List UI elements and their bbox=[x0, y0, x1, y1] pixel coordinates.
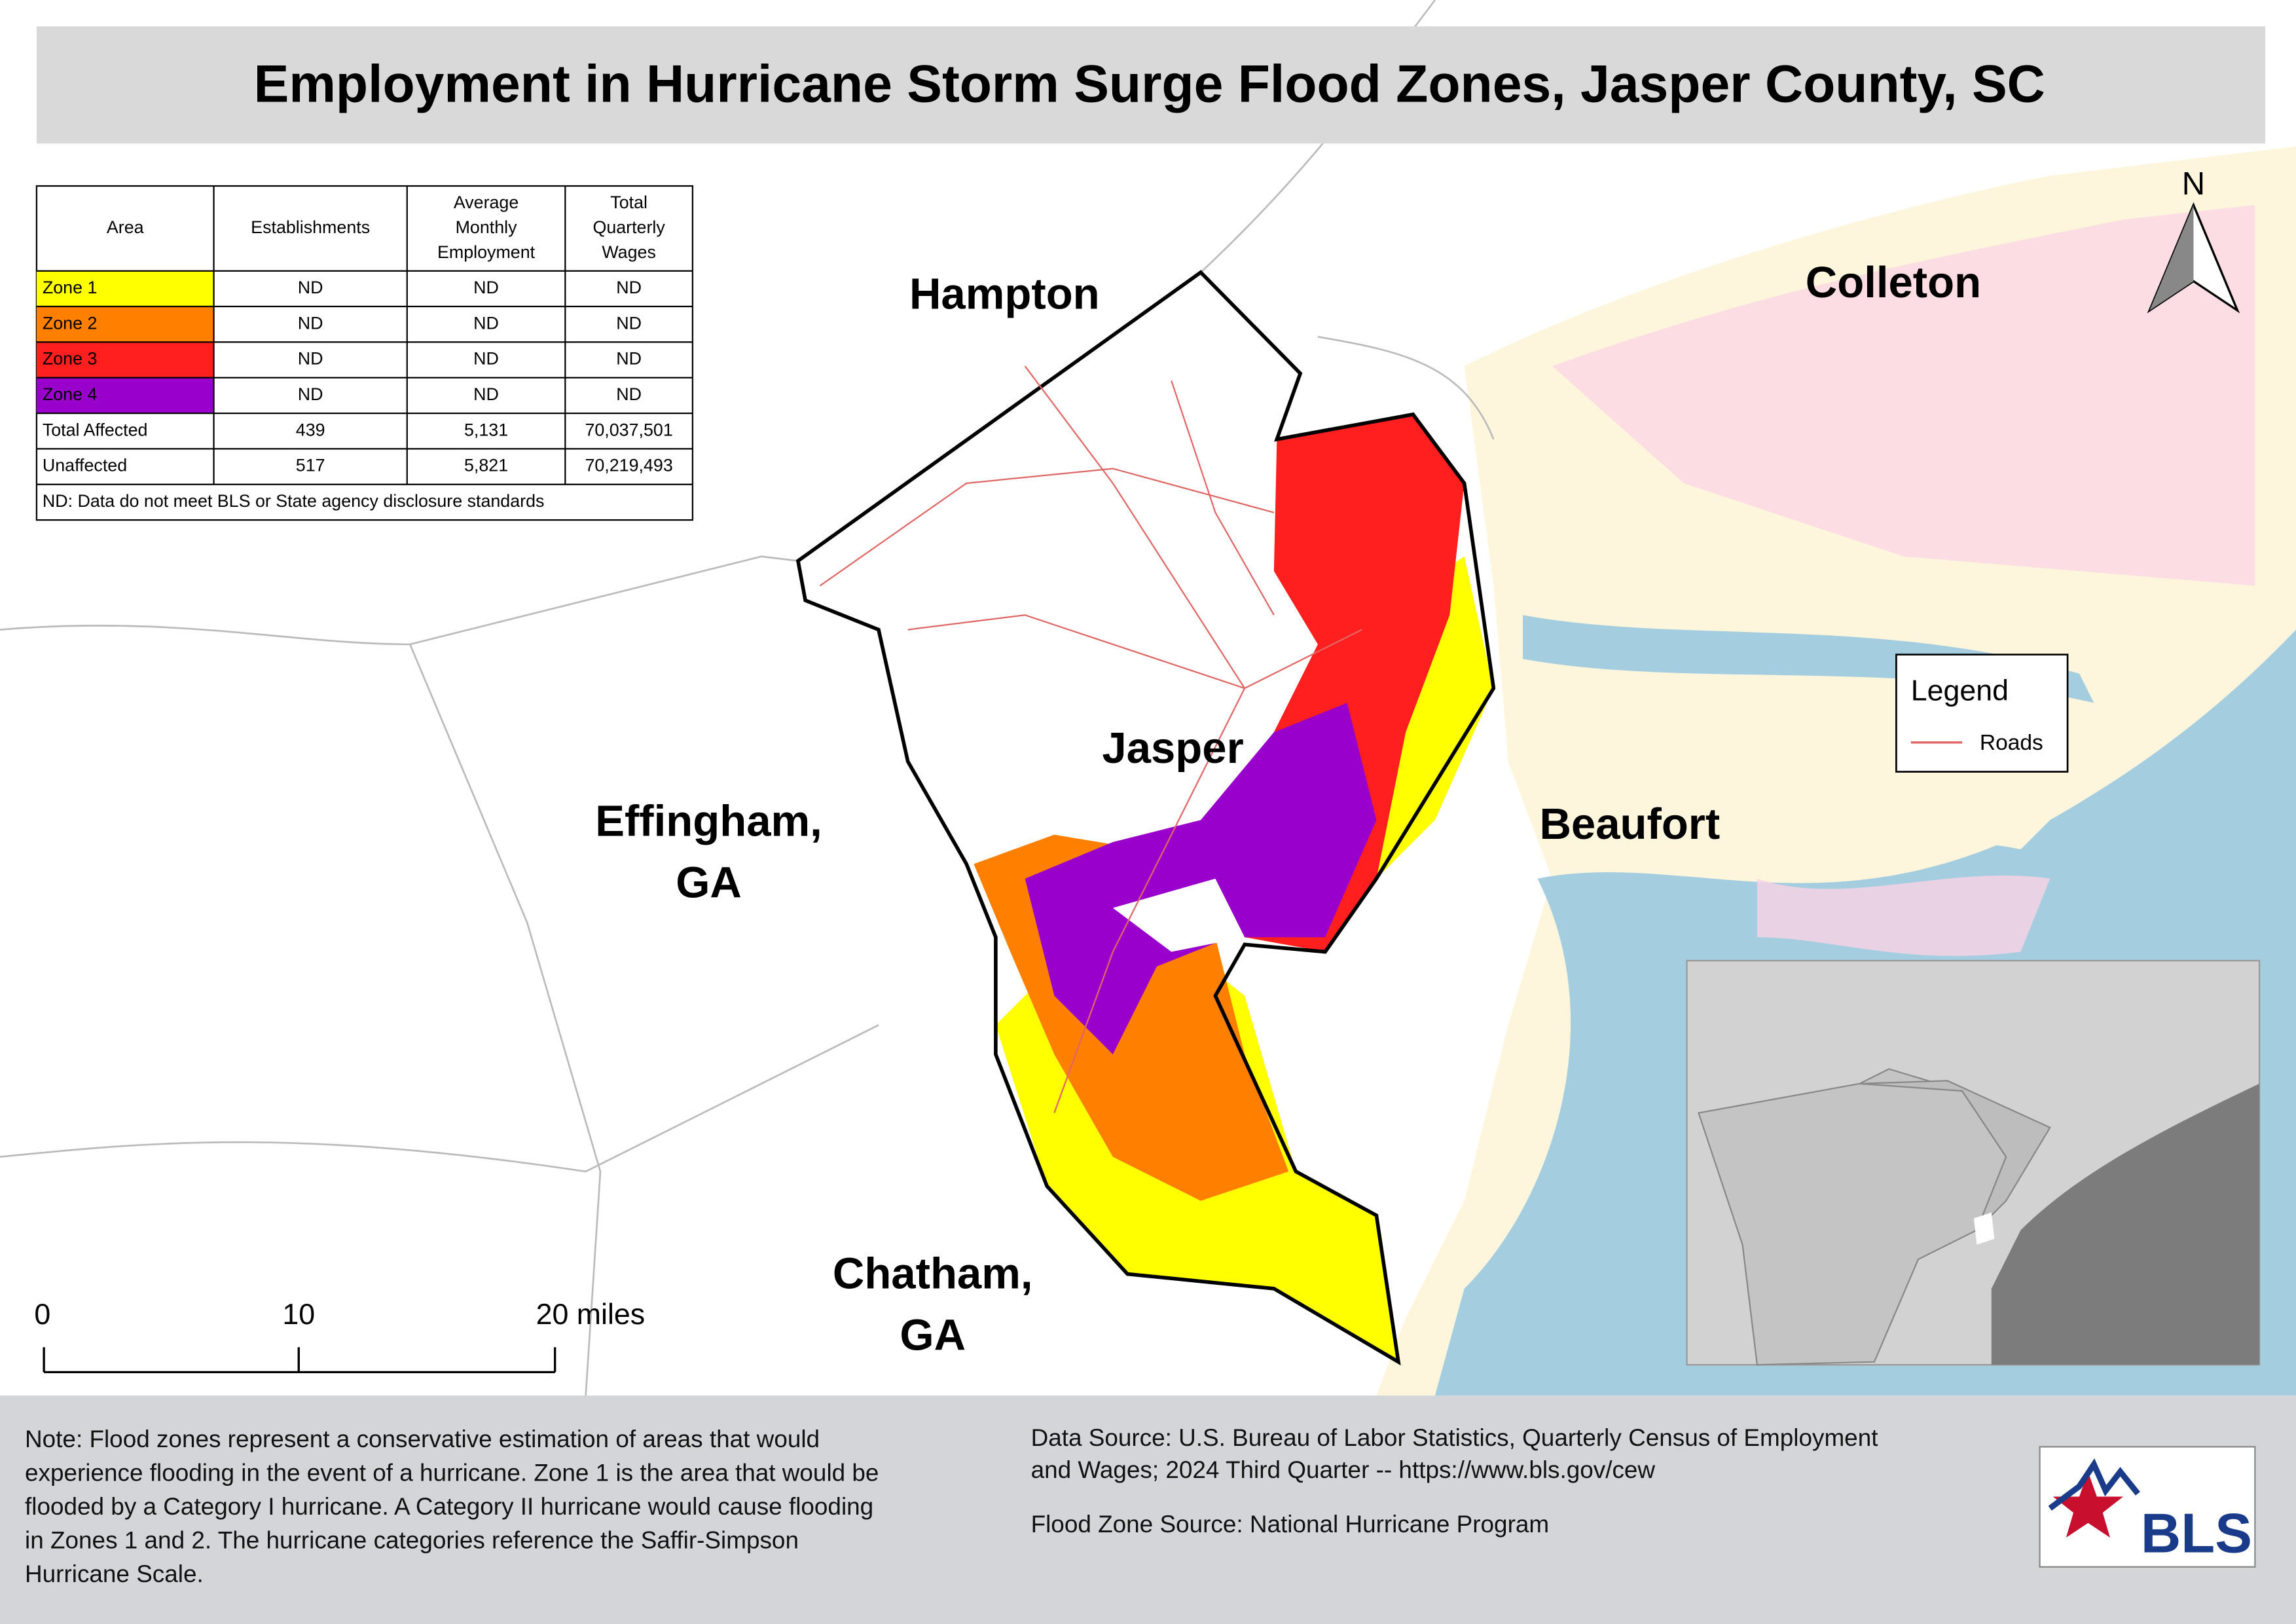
place-label: Beaufort bbox=[1539, 800, 1720, 849]
table-cell: 5,821 bbox=[464, 456, 508, 475]
county-line bbox=[409, 555, 799, 646]
table-header: Employment bbox=[437, 242, 536, 262]
note-line: Hurricane Scale. bbox=[25, 1560, 204, 1587]
zone-swatch bbox=[36, 377, 214, 414]
summary-table: Area Establishments Average Monthly Employme… bbox=[35, 185, 694, 521]
table-cell: ND bbox=[298, 349, 323, 369]
table-cell: ND bbox=[298, 278, 323, 297]
table-cell: ND bbox=[616, 384, 642, 404]
note: Note: Flood zones represent a conservati… bbox=[25, 1426, 879, 1587]
table-cell: ND bbox=[473, 278, 499, 297]
north-label: N bbox=[2182, 166, 2206, 202]
place-label: Jasper bbox=[1102, 724, 1243, 773]
note-line: in Zones 1 and 2. The hurricane categori… bbox=[25, 1527, 799, 1554]
road bbox=[1171, 380, 1275, 616]
county-outline bbox=[795, 270, 1496, 1366]
table-cell: ND bbox=[616, 313, 642, 333]
north-arrow: N bbox=[2147, 166, 2240, 314]
table-cell: 70,037,501 bbox=[585, 420, 672, 439]
marsh bbox=[1552, 205, 2255, 586]
table-footnote: ND: Data do not meet BLS or State agency… bbox=[43, 491, 545, 511]
logo-text: BLS bbox=[2141, 1503, 2252, 1565]
zone-swatch bbox=[36, 270, 214, 307]
table-cell: 439 bbox=[296, 420, 325, 439]
bls-logo: BLS bbox=[2039, 1446, 2256, 1568]
county-line bbox=[0, 1024, 879, 1173]
title-bar bbox=[36, 26, 2266, 144]
table-cell: 70,219,493 bbox=[585, 456, 672, 475]
note-line: flooded by a Category I hurricane. A Cat… bbox=[25, 1493, 873, 1520]
source-line: and Wages; 2024 Third Quarter -- https:/… bbox=[1031, 1456, 1656, 1483]
table-cell: ND bbox=[473, 349, 499, 369]
table-cell: ND bbox=[298, 384, 323, 404]
flood-source: Flood Zone Source: National Hurricane Pr… bbox=[1031, 1511, 1550, 1538]
scale-label: 0 bbox=[34, 1299, 50, 1331]
table-header: Establishments bbox=[251, 217, 370, 237]
scale-label: 20 miles bbox=[536, 1299, 646, 1331]
roads bbox=[819, 365, 1362, 1113]
table-cell: 517 bbox=[296, 456, 325, 475]
table-header: Area bbox=[107, 217, 144, 237]
legend-title: Legend bbox=[1911, 675, 2009, 707]
unflooded-area bbox=[1112, 878, 1245, 952]
title: Employment in Hurricane Storm Surge Floo… bbox=[254, 54, 2045, 113]
legend-box bbox=[1895, 654, 2069, 773]
table-cell: ND bbox=[473, 313, 499, 333]
note-line: Note: Flood zones represent a conservati… bbox=[25, 1426, 820, 1452]
table-cell: Total Affected bbox=[43, 420, 148, 439]
scale-label: 10 bbox=[282, 1299, 315, 1331]
place-labels: Hampton Colleton Jasper Beaufort Effingham, G… bbox=[595, 258, 1981, 1360]
road bbox=[1024, 365, 1246, 1113]
logo-star bbox=[2052, 1471, 2124, 1538]
table-cell: ND bbox=[298, 313, 323, 333]
place-label: Hampton bbox=[909, 270, 1100, 319]
island bbox=[1757, 876, 2050, 956]
table-header: Average bbox=[454, 193, 519, 212]
inset-map bbox=[1686, 959, 2261, 1366]
inset-highlight bbox=[1973, 1212, 1995, 1245]
table-cell: Zone 4 bbox=[43, 384, 98, 404]
place-label: Chatham, bbox=[833, 1249, 1033, 1299]
place-label: GA bbox=[676, 858, 742, 908]
zone-swatch bbox=[36, 306, 214, 342]
flood-zone-4 bbox=[1025, 703, 1377, 1055]
table-cell: ND bbox=[616, 278, 642, 297]
table-cell: Zone 2 bbox=[43, 313, 98, 333]
note-line: experience flooding in the event of a hu… bbox=[25, 1460, 879, 1486]
inset-ocean bbox=[1991, 1083, 2260, 1365]
zone-swatch bbox=[36, 342, 214, 378]
table-cell: Zone 1 bbox=[43, 278, 98, 297]
table-header: Quarterly bbox=[592, 217, 665, 237]
table-cell: 5,131 bbox=[464, 420, 508, 439]
county-line bbox=[0, 624, 602, 1396]
road bbox=[819, 468, 1275, 587]
table-cell: Zone 3 bbox=[43, 349, 98, 369]
table-cell: ND bbox=[616, 349, 642, 369]
source-line: Data Source: U.S. Bureau of Labor Statis… bbox=[1031, 1424, 1878, 1451]
island bbox=[1625, 761, 2079, 852]
data-source: Data Source: U.S. Bureau of Labor Statis… bbox=[1031, 1424, 1878, 1483]
table-cell: ND bbox=[473, 384, 499, 404]
logo-line bbox=[2048, 1458, 2140, 1511]
county-line bbox=[1317, 336, 1495, 440]
footer bbox=[0, 1395, 2296, 1624]
county-lines bbox=[0, 0, 1495, 1396]
table-header: Wages bbox=[602, 242, 656, 262]
place-label: GA bbox=[900, 1311, 966, 1360]
table-cell: Unaffected bbox=[43, 456, 127, 475]
place-label: Effingham, bbox=[595, 797, 822, 846]
road bbox=[907, 614, 1362, 690]
table-header: Monthly bbox=[456, 217, 518, 237]
legend-label: Roads bbox=[1980, 731, 2043, 755]
place-label: Colleton bbox=[1806, 258, 1981, 307]
scale-bar: 0 10 20 miles bbox=[34, 1299, 646, 1374]
table-header: Total bbox=[610, 193, 647, 212]
